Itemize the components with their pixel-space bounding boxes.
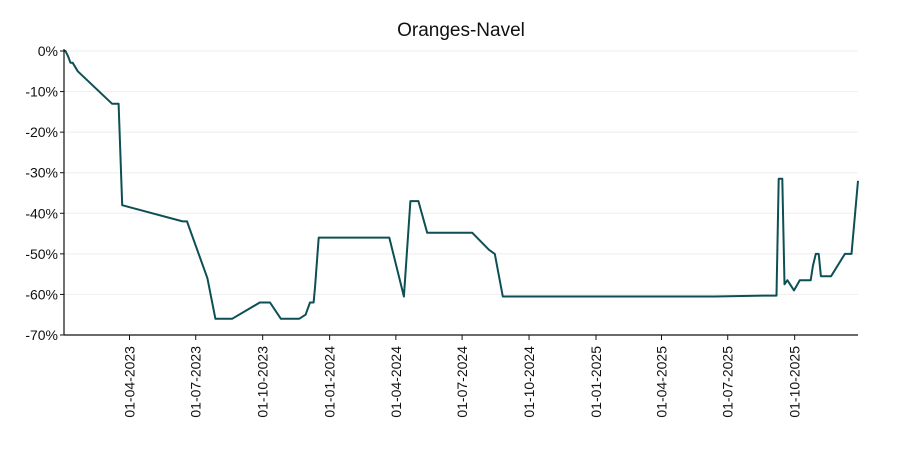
chart-title: Oranges-Navel <box>397 20 525 41</box>
y-axis-ticks: 0% -10% -20% -30% -40% -50% -60% -70% <box>25 43 64 343</box>
y-tick-label: -70% <box>25 327 58 343</box>
grid-lines <box>64 50 858 336</box>
x-tick-label: 01-01-2024 <box>322 346 338 418</box>
y-tick-label: -50% <box>25 246 58 262</box>
x-axis-ticks: 01-04-2023 01-07-2023 01-10-2023 01-01-2024… <box>121 335 803 418</box>
x-tick-label: 01-07-2024 <box>454 346 470 418</box>
y-tick-label: -40% <box>25 205 58 221</box>
x-tick-label: 01-04-2023 <box>121 346 137 418</box>
x-tick-label: 01-01-2025 <box>588 346 604 418</box>
y-tick-label: -10% <box>25 84 58 100</box>
x-tick-label: 01-04-2024 <box>388 346 404 418</box>
series-line <box>64 50 859 320</box>
y-tick-label: -60% <box>25 286 58 302</box>
x-tick-label: 01-10-2024 <box>521 346 537 418</box>
x-tick-label: 01-07-2023 <box>188 346 204 418</box>
y-tick-label: 0% <box>38 43 58 59</box>
x-tick-label: 01-04-2025 <box>654 346 670 418</box>
x-tick-label: 01-07-2025 <box>720 346 736 418</box>
y-tick-label: -30% <box>25 165 58 181</box>
x-tick-label: 01-10-2025 <box>787 346 803 418</box>
y-tick-label: -20% <box>25 124 58 140</box>
x-tick-label: 01-10-2023 <box>255 346 271 418</box>
